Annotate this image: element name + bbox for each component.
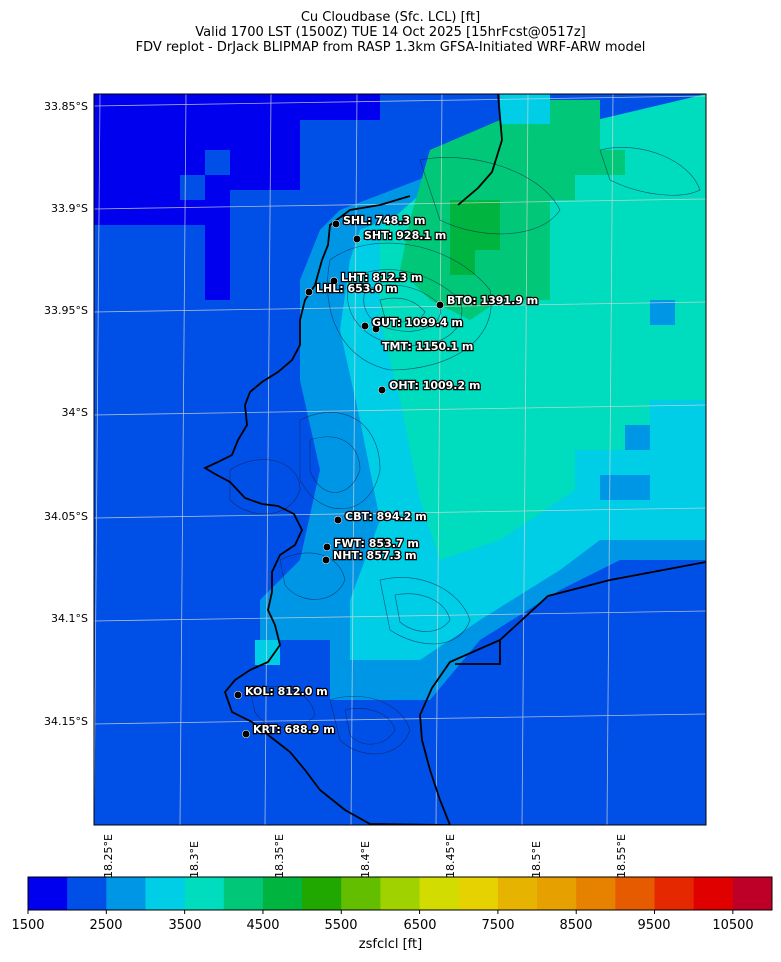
colorbar-swatch [67, 877, 107, 910]
colorbar-swatch [654, 877, 695, 910]
lon-tick-2: 18.3°E [188, 841, 201, 878]
colorbar-label: zsfclcl [ft] [358, 937, 423, 952]
station-dot-lhl [305, 288, 313, 296]
station-dot-shl [332, 220, 340, 228]
title-line-1: Cu Cloudbase (Sfc. LCL) [ft] [300, 10, 481, 25]
colorbar-tick-9: 9500 [637, 918, 671, 933]
colorbar-tick-1: 1500 [11, 918, 45, 933]
station-dot-gut [361, 322, 369, 330]
lat-tick-5: 34.05°S [44, 510, 88, 523]
colorbar-frame [27, 876, 773, 911]
colorbar-swatch [223, 877, 264, 910]
station-label-cbt: CBT: 894.2 m [345, 510, 427, 523]
colorbar-swatch [576, 877, 616, 910]
colorbar-swatch [302, 877, 342, 910]
colorbar-swatch [732, 877, 773, 910]
colorbar-swatch [380, 877, 421, 910]
lat-tick-1: 33.85°S [44, 100, 88, 113]
lon-tick-4: 18.4°E [359, 841, 372, 878]
station-dot-cbt [334, 516, 342, 524]
station-markers: SHL: 748.3 m SHT: 928.1 m LHT: 812.3 m L… [234, 213, 539, 738]
station-dot-krt [242, 730, 250, 738]
lon-tick-7: 18.55°E [615, 834, 628, 878]
colorbar-swatch [106, 877, 146, 910]
colorbar-tick-10: 10500 [712, 918, 754, 933]
lat-tick-4: 34°S [61, 406, 88, 419]
station-label-oht: OHT: 1009.2 m [389, 379, 480, 392]
station-label-gut: GUT: 1099.4 m [372, 316, 463, 329]
station-dot-nht [322, 556, 330, 564]
station-label-kol: KOL: 812.0 m [245, 685, 328, 698]
colorbar-tick-7: 7500 [481, 918, 515, 933]
colorbar-tick-6: 6500 [403, 918, 437, 933]
colorbar-tick-3: 3500 [168, 918, 202, 933]
lat-tick-2: 33.9°S [51, 202, 88, 215]
station-dot-oht [378, 386, 386, 394]
colorbar-swatch [28, 877, 68, 910]
colorbar-swatch [184, 877, 225, 910]
lat-tick-3: 33.95°S [44, 304, 88, 317]
colorbar [27, 876, 773, 914]
title-line-2: Valid 1700 LST (1500Z) TUE 14 Oct 2025 [… [195, 25, 586, 40]
lon-tick-6: 18.5°E [530, 841, 543, 878]
colorbar-swatch [419, 877, 460, 910]
colorbar-swatch [693, 877, 734, 910]
station-label-nht: NHT: 857.3 m [333, 549, 417, 562]
lat-tick-6: 34.1°S [51, 612, 88, 625]
station-label-sht: SHT: 928.1 m [364, 229, 446, 242]
station-label-tmt: TMT: 1150.1 m [382, 340, 473, 353]
colorbar-swatch [341, 877, 381, 910]
colorbar-swatch [615, 877, 656, 910]
lat-tick-7: 34.15°S [44, 715, 88, 728]
station-dot-kol [234, 691, 242, 699]
station-label-krt: KRT: 688.9 m [253, 723, 335, 736]
station-dot-sht [353, 235, 361, 243]
colorbar-tick-2: 2500 [89, 918, 123, 933]
colorbar-tick-4: 4500 [246, 918, 280, 933]
station-label-shl: SHL: 748.3 m [343, 214, 425, 227]
station-dot-lht [330, 277, 338, 285]
map-frame [93, 93, 707, 826]
colorbar-tick-5: 5500 [324, 918, 358, 933]
station-dot-tmt [372, 325, 380, 333]
station-dot-bto [436, 301, 444, 309]
station-label-fwt: FWT: 853.7 m [334, 537, 419, 550]
map-field [94, 94, 706, 825]
station-label-lhl: LHL: 653.0 m [316, 282, 398, 295]
title-line-3: FDV replot - DrJack BLIPMAP from RASP 1.… [135, 40, 646, 55]
station-dot-fwt [323, 543, 331, 551]
colorbar-swatch [497, 877, 538, 910]
station-label-bto: BTO: 1391.9 m [447, 294, 538, 307]
colorbar-tick-8: 8500 [559, 918, 593, 933]
colorbar-swatch [262, 877, 303, 910]
lon-tick-3: 18.35°E [273, 834, 286, 878]
colorbar-swatch [458, 877, 499, 910]
lon-tick-1: 18.25°E [102, 834, 115, 878]
station-label-lht: LHT: 812.3 m [341, 271, 422, 284]
colorbar-swatch [145, 877, 186, 910]
colorbar-swatch [537, 877, 577, 910]
lon-tick-5: 18.45°E [444, 834, 457, 878]
